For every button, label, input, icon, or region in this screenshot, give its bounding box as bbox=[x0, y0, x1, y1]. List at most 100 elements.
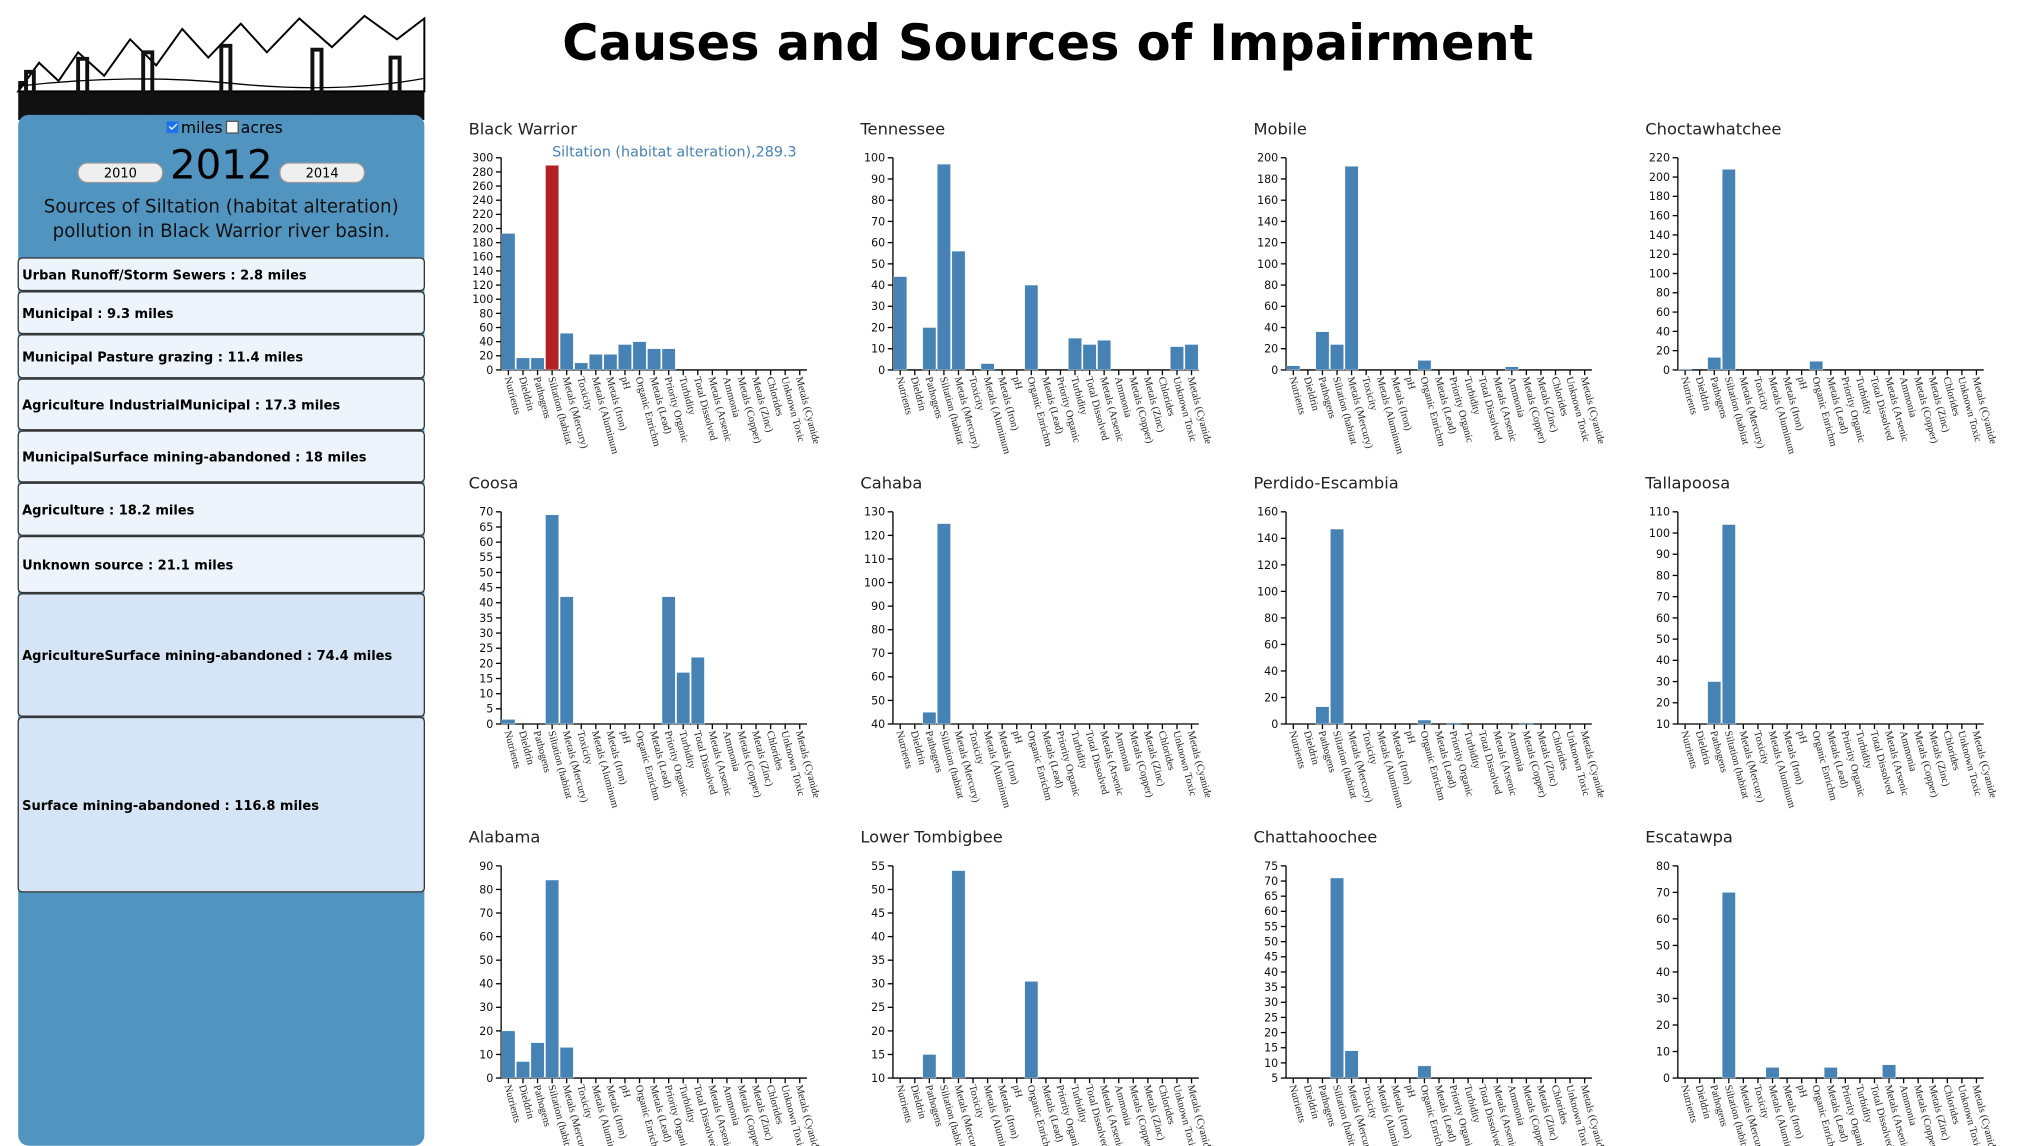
bar[interactable] bbox=[1184, 344, 1199, 371]
acres-checkbox[interactable] bbox=[225, 120, 239, 134]
bar[interactable] bbox=[661, 596, 676, 725]
bar[interactable] bbox=[1765, 1067, 1780, 1079]
bar[interactable] bbox=[1024, 284, 1039, 371]
bar[interactable] bbox=[922, 327, 937, 371]
bar[interactable] bbox=[603, 354, 618, 371]
bar[interactable] bbox=[1097, 340, 1111, 371]
bar[interactable] bbox=[545, 879, 559, 1079]
bar[interactable] bbox=[559, 332, 574, 371]
source-item[interactable]: Urban Runoff/Storm Sewers : 2.8 miles bbox=[17, 257, 425, 292]
source-item[interactable]: Agriculture IndustrialMunicipal : 17.3 m… bbox=[17, 378, 425, 431]
y-tick-label: 0 bbox=[486, 1072, 493, 1085]
bar[interactable] bbox=[1344, 166, 1359, 371]
bar[interactable] bbox=[1417, 719, 1432, 725]
y-tick-label: 90 bbox=[871, 173, 885, 186]
source-box bbox=[17, 535, 425, 594]
bar[interactable] bbox=[574, 362, 589, 371]
bar[interactable] bbox=[1882, 1064, 1896, 1079]
bar[interactable] bbox=[1330, 877, 1344, 1079]
miles-checkbox[interactable] bbox=[166, 121, 179, 134]
bar[interactable] bbox=[1721, 169, 1736, 371]
bar[interactable] bbox=[545, 165, 559, 371]
source-box bbox=[17, 716, 425, 893]
bar[interactable] bbox=[501, 233, 516, 371]
prev-year-label: 2010 bbox=[104, 166, 137, 181]
bar[interactable] bbox=[559, 1047, 574, 1079]
bar[interactable] bbox=[1082, 344, 1097, 371]
y-tick-label: 70 bbox=[479, 907, 493, 920]
bar[interactable] bbox=[1024, 981, 1039, 1079]
prev-year-button[interactable] bbox=[77, 162, 164, 184]
y-tick-label: 45 bbox=[1264, 951, 1278, 964]
bar[interactable] bbox=[1504, 366, 1519, 371]
y-tick-label: 0 bbox=[1663, 364, 1670, 377]
source-item[interactable]: Unknown source : 21.1 miles bbox=[17, 535, 425, 594]
bar[interactable] bbox=[951, 250, 966, 371]
bar[interactable] bbox=[1330, 344, 1344, 371]
bar[interactable] bbox=[937, 523, 951, 725]
bar[interactable] bbox=[661, 348, 676, 371]
bar[interactable] bbox=[1330, 528, 1344, 725]
x-tick-label: pH bbox=[618, 376, 632, 392]
x-tick-label: pH bbox=[1795, 1084, 1809, 1100]
y-tick-label: 70 bbox=[871, 215, 885, 228]
bar[interactable] bbox=[937, 163, 951, 371]
bar[interactable] bbox=[1315, 331, 1330, 371]
y-tick-label: 60 bbox=[479, 536, 493, 549]
bar[interactable] bbox=[1417, 360, 1432, 371]
y-tick-label: 180 bbox=[1257, 173, 1278, 186]
bar[interactable] bbox=[545, 514, 559, 725]
source-item[interactable]: AgricultureSurface mining-abandoned : 74… bbox=[17, 593, 425, 717]
source-item[interactable]: Municipal Pasture grazing : 11.4 miles bbox=[17, 334, 425, 379]
bar[interactable] bbox=[516, 1061, 530, 1079]
bar[interactable] bbox=[1809, 361, 1824, 371]
bar[interactable] bbox=[1823, 1067, 1838, 1079]
source-box bbox=[17, 334, 425, 379]
bar[interactable] bbox=[1315, 706, 1330, 725]
source-label: MunicipalSurface mining-abandoned : 18 m… bbox=[22, 451, 367, 466]
bar[interactable] bbox=[980, 363, 995, 371]
bar[interactable] bbox=[618, 344, 632, 371]
bar[interactable] bbox=[951, 870, 966, 1079]
y-tick-label: 40 bbox=[479, 336, 493, 349]
bar[interactable] bbox=[1707, 681, 1722, 725]
y-tick-label: 10 bbox=[871, 343, 885, 356]
bar[interactable] bbox=[690, 657, 705, 725]
bar[interactable] bbox=[1286, 365, 1301, 371]
bar[interactable] bbox=[1068, 337, 1082, 371]
source-item[interactable]: Municipal : 9.3 miles bbox=[17, 291, 425, 335]
bar[interactable] bbox=[501, 1030, 516, 1079]
y-tick-label: 110 bbox=[864, 553, 885, 566]
x-tick-label: pH bbox=[618, 730, 632, 746]
bar[interactable] bbox=[647, 348, 661, 371]
bar[interactable] bbox=[1519, 722, 1534, 725]
bar[interactable] bbox=[530, 357, 545, 371]
bar[interactable] bbox=[922, 712, 937, 725]
bar[interactable] bbox=[1417, 1065, 1432, 1079]
bar[interactable] bbox=[1678, 368, 1692, 371]
source-item[interactable]: Surface mining-abandoned : 116.8 miles bbox=[17, 716, 425, 893]
bar[interactable] bbox=[501, 719, 516, 725]
bar[interactable] bbox=[1170, 346, 1184, 371]
bar[interactable] bbox=[530, 1042, 545, 1079]
bar[interactable] bbox=[516, 357, 530, 371]
bar[interactable] bbox=[1446, 722, 1461, 725]
y-tick-label: 30 bbox=[1656, 992, 1670, 1005]
bar[interactable] bbox=[588, 354, 603, 371]
bar[interactable] bbox=[922, 1054, 937, 1079]
bar[interactable] bbox=[559, 596, 574, 725]
bar[interactable] bbox=[1721, 524, 1736, 725]
bar[interactable] bbox=[1344, 1050, 1359, 1079]
source-item[interactable]: MunicipalSurface mining-abandoned : 18 m… bbox=[17, 430, 425, 483]
bar[interactable] bbox=[1721, 892, 1736, 1079]
bar[interactable] bbox=[893, 276, 908, 371]
y-tick-label: 45 bbox=[871, 907, 885, 920]
next-year-button[interactable] bbox=[279, 162, 366, 184]
bar[interactable] bbox=[1707, 357, 1722, 371]
bar[interactable] bbox=[632, 341, 647, 371]
source-item[interactable]: Agriculture : 18.2 miles bbox=[17, 482, 425, 536]
y-tick-label: 20 bbox=[479, 350, 493, 363]
y-tick-label: 70 bbox=[1264, 875, 1278, 888]
source-box bbox=[17, 291, 425, 335]
bar[interactable] bbox=[676, 672, 691, 725]
